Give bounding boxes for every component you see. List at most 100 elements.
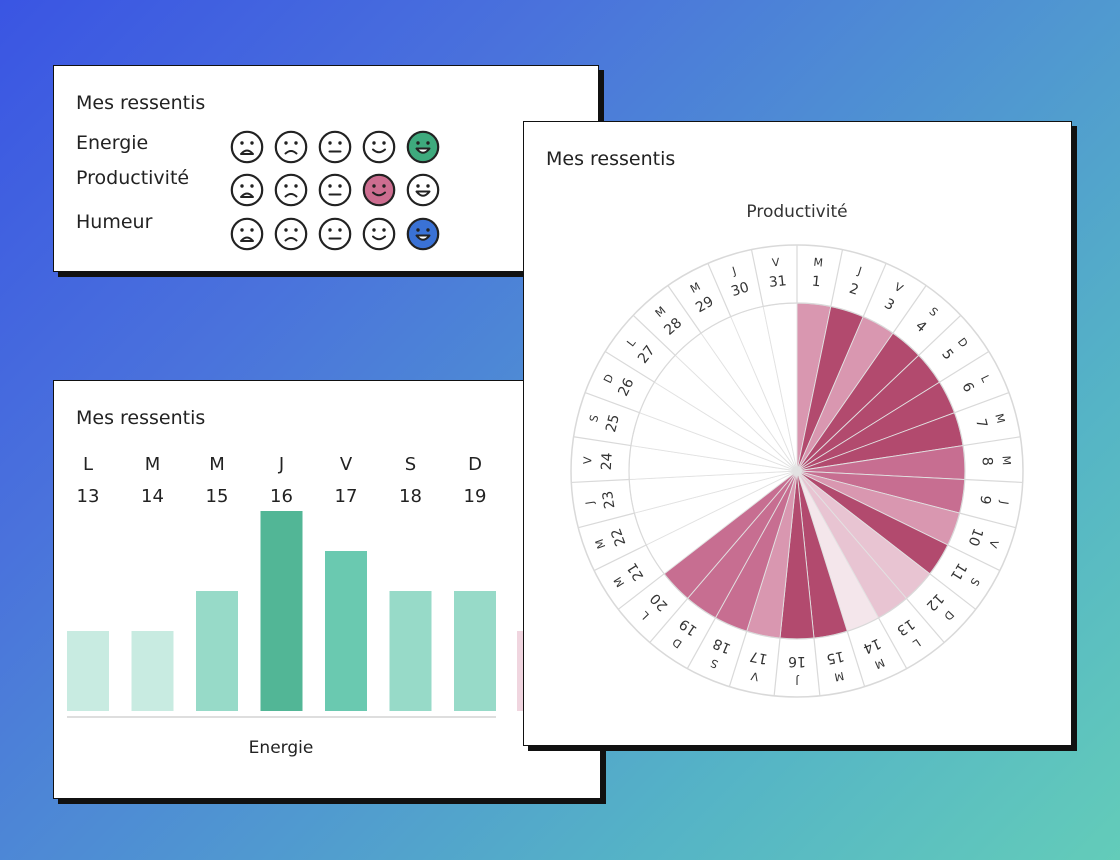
weekday-label: S (587, 413, 601, 423)
day-number-label: 8 (979, 457, 995, 467)
day-ring-label: V 24 (581, 452, 616, 471)
radial-chart-title: Productivité (746, 202, 847, 222)
day-ring-label: J 23 (583, 490, 619, 510)
energy-bar[interactable] (260, 511, 303, 711)
energy-card-title: Mes ressentis (76, 407, 206, 429)
weekday-label: J (855, 264, 863, 278)
energy-bar[interactable] (389, 591, 432, 711)
neutral-face-icon[interactable] (318, 130, 352, 164)
day-ring-label: M 22 (593, 526, 630, 551)
productivity-card: Mes ressentis Productivité M 1 J 2 V 3 S 4 D 5 L 6 M 7… (523, 121, 1072, 746)
moods-card: Mes ressentis Energie Productivité Humeu… (53, 65, 599, 272)
day-label: 14 (141, 486, 164, 507)
energy-bar[interactable] (454, 591, 496, 711)
weekday-label: S (709, 656, 721, 671)
face-group (230, 173, 460, 207)
day-number-label: 9 (976, 494, 993, 505)
day-label: 17 (335, 486, 358, 507)
day-label: 18 (399, 486, 422, 507)
weekday-label: M (833, 669, 845, 684)
grin-face-icon[interactable] (406, 217, 440, 251)
smile-face-icon[interactable] (362, 173, 396, 207)
day-label: 15 (206, 486, 229, 507)
grin-face-icon[interactable] (406, 173, 440, 207)
energy-card: Mes ressentis L 13 M 14 M 15 J 16 V 17 S 18 D 19 Energ… (53, 380, 601, 799)
day-ring-label: V 17 (748, 647, 769, 683)
day-number-label: 17 (748, 647, 769, 666)
energy-bar[interactable] (67, 631, 109, 711)
sad-face-icon[interactable] (274, 130, 308, 164)
smile-face-icon[interactable] (362, 217, 396, 251)
day-number-label: 22 (608, 526, 629, 548)
energy-bar-chart: L 13 M 14 M 15 J 16 V 17 S 18 D 19 Energie (67, 454, 559, 758)
day-ring-label: J30 (729, 264, 751, 300)
weekday-label: V (749, 669, 759, 683)
weekday-label: J (795, 674, 799, 687)
day-number-label: 7 (972, 417, 990, 430)
energy-bar[interactable] (131, 631, 174, 711)
day-label: 19 (464, 486, 487, 507)
grin-face-icon[interactable] (406, 130, 440, 164)
smile-face-icon[interactable] (362, 130, 396, 164)
weekday-label: M (1000, 455, 1013, 465)
day-number-label: 29 (693, 294, 716, 317)
day-number-label: 24 (599, 452, 616, 471)
day-ring-label: V 31 (768, 256, 787, 291)
day-ring-label: J9 (976, 494, 1011, 505)
day-number-label: 18 (711, 635, 734, 657)
day-number-label: 1 (811, 274, 821, 291)
day-ring-label: M8 (979, 455, 1013, 466)
weekday-label: V (340, 454, 353, 475)
day-number-label: 25 (603, 413, 623, 434)
weekday-label: J (278, 454, 284, 475)
day-ring-label: J 16 (788, 653, 806, 687)
weekday-label: V (581, 456, 594, 465)
weekday-label: J (583, 500, 596, 506)
very-sad-face-icon[interactable] (230, 130, 264, 164)
weekday-label: M (813, 256, 824, 270)
sad-face-icon[interactable] (274, 173, 308, 207)
day-number-label: 10 (965, 526, 986, 548)
day-number-label: 26 (615, 376, 637, 399)
weekday-label: J (730, 264, 738, 278)
day-ring-label: S 25 (587, 413, 623, 434)
x-axis-title: Energie (249, 738, 314, 758)
day-ring-label: M14 (861, 635, 887, 672)
day-ring-label: M7 (972, 412, 1007, 430)
day-ring-label: S18 (709, 635, 734, 671)
mood-label: Humeur (76, 211, 153, 233)
mood-label: Productivité (76, 167, 190, 189)
weekday-label: V (771, 256, 780, 270)
neutral-face-icon[interactable] (318, 173, 352, 207)
day-number-label: 16 (788, 653, 806, 669)
very-sad-face-icon[interactable] (230, 217, 264, 251)
face-group (230, 130, 460, 164)
day-label: 13 (77, 486, 100, 507)
day-number-label: 30 (729, 279, 751, 300)
mood-label: Energie (76, 132, 149, 154)
face-group (230, 217, 460, 251)
energy-bar[interactable] (196, 591, 238, 711)
weekday-label: J (997, 499, 1010, 505)
weekday-label: D (468, 454, 482, 475)
neutral-face-icon[interactable] (318, 217, 352, 251)
sad-face-icon[interactable] (274, 217, 308, 251)
energy-bar[interactable] (325, 551, 367, 711)
weekday-label: L (83, 454, 93, 475)
day-number-label: 14 (861, 635, 884, 657)
very-sad-face-icon[interactable] (230, 173, 264, 207)
moods-card-title: Mes ressentis (76, 92, 206, 114)
weekday-label: M (873, 656, 887, 672)
day-ring-label: M1 (811, 256, 824, 291)
productivity-card-title: Mes ressentis (546, 148, 676, 170)
weekday-label: M (145, 454, 161, 475)
day-number-label: 23 (600, 490, 619, 510)
day-label: 16 (270, 486, 293, 507)
weekday-label: M (593, 537, 608, 550)
day-number-label: 31 (768, 273, 787, 291)
day-ring-label: M 15 (825, 647, 846, 684)
weekday-label: S (405, 454, 416, 475)
weekday-label: M (209, 454, 225, 475)
weekday-label: M (992, 412, 1007, 424)
